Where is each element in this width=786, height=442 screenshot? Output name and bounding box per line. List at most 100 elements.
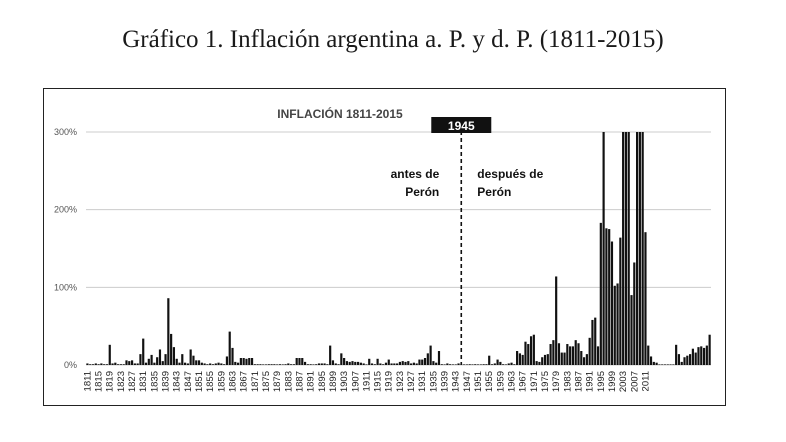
bar-1898 [329, 345, 332, 365]
x-tick-label: 1935 [428, 371, 439, 392]
x-tick-label: 1879 [272, 371, 283, 392]
bar-1940 [446, 363, 449, 365]
x-tick-label: 1835 [149, 371, 160, 392]
x-tick-label: 1959 [495, 371, 506, 392]
bar-1924 [401, 361, 404, 365]
bar-1954 [485, 364, 488, 365]
y-tick-label: 200% [54, 205, 77, 215]
bar-1826 [128, 361, 131, 365]
y-tick-label: 100% [54, 282, 77, 292]
x-tick-label: 1811 [82, 371, 93, 391]
x-tick-label: 1891 [306, 371, 317, 392]
bar-1964 [513, 364, 516, 365]
x-tick-label: 1931 [417, 371, 428, 392]
x-tick-label: 1943 [451, 371, 462, 392]
x-tick-label: 2011 [640, 371, 651, 391]
bar-1987 [577, 343, 580, 365]
bar-1922 [396, 363, 399, 365]
bar-1941 [449, 364, 452, 365]
bar-1879 [276, 364, 279, 365]
x-tick-label: 1987 [573, 371, 584, 392]
x-tick-label: 1947 [462, 371, 473, 392]
bar-1999 [610, 241, 614, 365]
bar-1848 [189, 349, 192, 365]
bar-1904 [345, 361, 348, 365]
page-title: Gráfico 1. Inflación argentina a. P. y d… [122, 26, 664, 53]
bar-1813 [91, 364, 95, 365]
bar-1817 [103, 364, 106, 365]
x-tick-label: 1995 [596, 371, 607, 392]
bar-1959 [499, 361, 502, 365]
bar-2025 [683, 357, 686, 365]
x-tick-label: 1871 [250, 371, 261, 392]
bar-1894 [317, 363, 321, 365]
chart-frame: INFLACIÓN 1811-2015 0% 100% 200% 300% 1811 1… [43, 88, 726, 406]
bar-1883 [287, 363, 290, 365]
bar-1949 [471, 364, 474, 365]
x-tick-label: 1963 [507, 371, 518, 392]
bar-1874 [262, 364, 265, 365]
bar-1969 [527, 344, 530, 365]
x-tick-label: 1907 [350, 371, 361, 392]
bar-1989 [582, 357, 586, 365]
bar-1854 [206, 364, 209, 365]
bar-1915 [376, 358, 379, 365]
bar-2010 [641, 132, 644, 365]
bar-1875 [264, 364, 268, 365]
x-tick-label: 1815 [94, 371, 105, 392]
bar-2026 [686, 355, 689, 365]
bar-2017 [661, 364, 664, 365]
bar-1836 [156, 357, 159, 365]
x-tick-label: 1955 [484, 371, 495, 392]
bar-1877 [270, 364, 273, 365]
bar-1887 [298, 358, 301, 365]
bar-1847 [186, 363, 189, 365]
x-tick-label: 1971 [529, 371, 540, 392]
x-tick-label: 1999 [607, 371, 618, 392]
bar-1824 [122, 364, 125, 365]
x-tick-label: 1867 [239, 371, 250, 392]
bar-1947 [465, 364, 468, 365]
bar-1992 [591, 319, 594, 365]
x-tick-label: 1951 [473, 371, 484, 392]
bar-1846 [183, 362, 187, 365]
bar-1980 [557, 343, 561, 365]
bar-1986 [574, 340, 577, 365]
bar-1856 [211, 364, 215, 365]
x-tick-label: 1903 [339, 371, 350, 392]
bar-1835 [153, 362, 156, 365]
bar-2011 [644, 232, 647, 365]
bar-1977 [549, 344, 552, 365]
x-tick-label: 1851 [194, 371, 205, 392]
bar-1985 [571, 346, 575, 365]
bar-1921 [393, 363, 396, 365]
bar-1837 [158, 349, 162, 365]
x-tick-label: 1899 [328, 371, 339, 392]
bar-1897 [326, 364, 329, 365]
bar-1966 [518, 353, 521, 365]
bar-2002 [619, 237, 622, 365]
bar-1857 [214, 363, 217, 365]
bar-1971 [532, 334, 535, 365]
bar-1906 [351, 361, 354, 365]
bar-1955 [488, 355, 491, 365]
bar-2009 [638, 132, 641, 365]
bar-2012 [647, 345, 650, 365]
bar-1939 [443, 364, 446, 365]
bar-1935 [432, 361, 435, 365]
bar-1936 [435, 362, 438, 365]
bar-2032 [702, 347, 706, 365]
bar-1855 [209, 363, 212, 365]
x-tick-label: 1839 [161, 371, 172, 392]
x-tick-label: 1875 [261, 371, 272, 392]
bar-1953 [482, 364, 485, 365]
bar-1994 [596, 346, 600, 365]
inflation-chart: INFLACIÓN 1811-2015 0%100%200%300% 1811 1… [54, 106, 711, 392]
x-tick-label: 1863 [227, 371, 238, 392]
bar-1880 [278, 364, 282, 365]
x-tick-label: 1827 [127, 371, 138, 392]
bar-2006 [630, 295, 633, 365]
x-tick-label: 1895 [317, 371, 328, 392]
x-tick-label: 1967 [518, 371, 529, 392]
bar-1909 [359, 362, 362, 365]
